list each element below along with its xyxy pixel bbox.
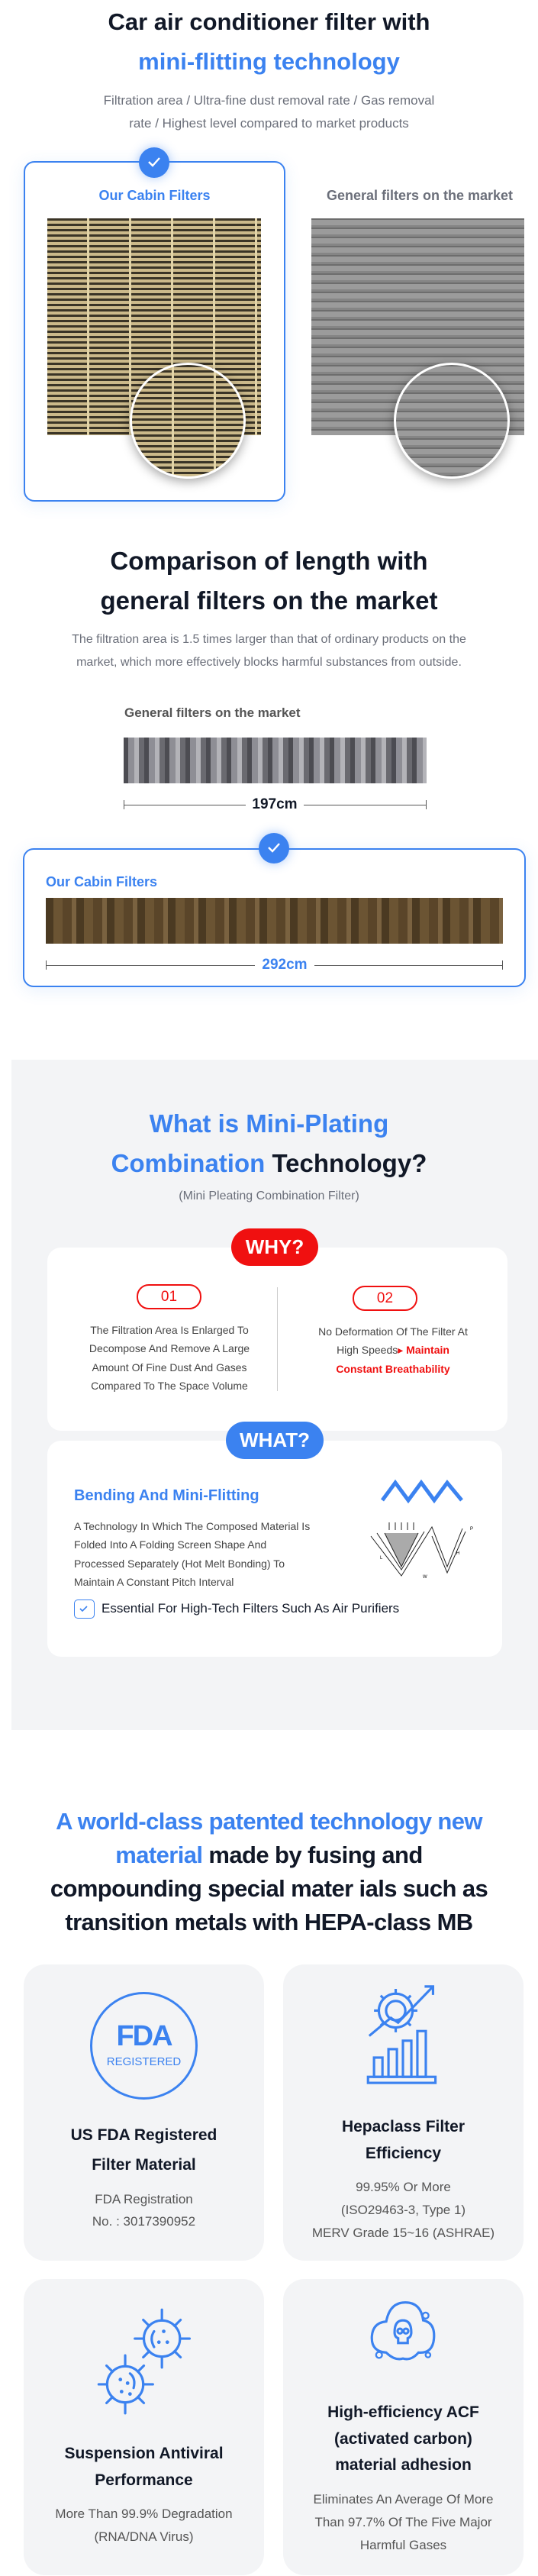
our-strip-label: Our Cabin Filters xyxy=(46,874,158,889)
desc-line: 99.95% Or More xyxy=(356,2180,451,2194)
why-number-01: 01 xyxy=(137,1284,201,1309)
text-line: The Filtration Area Is Enlarged To xyxy=(90,1324,249,1336)
section1-title-line2: mini-flitting technology xyxy=(138,48,400,75)
feature-card-hepa xyxy=(283,1964,524,2261)
general-strip-label: General filters on the market xyxy=(124,705,301,720)
title-highlight: material xyxy=(115,1842,203,1868)
title-line: A world-class patented technology new xyxy=(56,1808,482,1835)
text-line: Decompose And Remove A Large xyxy=(89,1342,250,1355)
diagram-label: L xyxy=(380,1556,383,1561)
text-line: A Technology In Which The Composed Mater… xyxy=(74,1520,311,1532)
what-description: A Technology In Which The Composed Mater… xyxy=(74,1517,364,1592)
our-length: 292cm xyxy=(255,956,314,974)
section3-title-dark: Technology? xyxy=(272,1149,427,1177)
measure-tick xyxy=(502,960,503,970)
feature-desc: More Than 99.9% Degradation (RNA/DNA Viru… xyxy=(24,2503,264,2549)
desc-line: Eliminates An Average Of More xyxy=(313,2492,494,2507)
pleat-diagram: L H W P xyxy=(370,1522,473,1580)
title-line: (activated carbon) xyxy=(334,2429,472,2448)
title-line: compounding special mater ials such as xyxy=(50,1875,488,1902)
highlight-text: Constant Breathability xyxy=(336,1362,450,1375)
text-line: High Speeds xyxy=(337,1344,398,1357)
fda-logo-text: FDA xyxy=(116,2020,172,2052)
why-badge: WHY? xyxy=(231,1228,318,1266)
diagram-label: P xyxy=(470,1527,473,1532)
title-line: Hepaclass Filter xyxy=(341,2118,466,2135)
diagram-label: H xyxy=(456,1551,459,1556)
highlight-text: Maintain xyxy=(406,1344,449,1357)
toxic-cloud-icon xyxy=(370,2301,436,2361)
measure-tick xyxy=(426,800,427,809)
section4-title: A world-class patented technology new ma… xyxy=(0,1805,538,1939)
title-line: US FDA Registered xyxy=(70,2126,217,2144)
desc-line: No. : 3017390952 xyxy=(92,2214,196,2229)
section2-title-line2: general filters on the market xyxy=(100,586,438,615)
general-filter-label: General filters on the market xyxy=(326,188,514,203)
title-line: Performance xyxy=(95,2471,193,2489)
check-icon xyxy=(259,833,289,864)
title-line: made by fusing and xyxy=(202,1842,423,1868)
desc-line: Harmful Gases xyxy=(359,2538,447,2552)
title-line: material adhesion xyxy=(335,2456,472,2474)
feature-title: US FDA Registered Filter Material xyxy=(24,2120,264,2180)
text-line: Amount Of Fine Dust And Gases xyxy=(92,1361,247,1374)
title-line: Filter Material xyxy=(92,2156,196,2174)
fda-logo-sub: REGISTERED xyxy=(106,2055,182,2068)
section2-title-line1: Comparison of length with xyxy=(110,547,428,575)
feature-desc: Eliminates An Average Of More Than 97.7% … xyxy=(283,2488,524,2557)
section2-para-line2: market, which more effectively blocks ha… xyxy=(76,656,462,669)
text-line: Processed Separately (Hot Melt Bonding) … xyxy=(74,1557,285,1570)
what-badge: WHAT? xyxy=(226,1422,324,1459)
measure-tick xyxy=(46,960,47,970)
our-filter-strip xyxy=(46,898,503,944)
desc-line: (RNA/DNA Virus) xyxy=(94,2529,194,2544)
our-filter-magnifier xyxy=(130,363,246,479)
desc-line: More Than 99.9% Degradation xyxy=(55,2507,233,2521)
divider xyxy=(277,1287,278,1391)
feature-card-antiviral xyxy=(24,2279,264,2575)
title-line: Efficiency xyxy=(365,2145,442,2162)
desc-line: MERV Grade 15~16 (ASHRAE) xyxy=(311,2226,495,2240)
section2-para-line1: The filtration area is 1.5 times larger … xyxy=(72,633,466,646)
fda-registered-icon: FDA REGISTERED xyxy=(90,1992,198,2100)
general-length: 197cm xyxy=(246,796,304,814)
feature-title: Hepaclass Filter Efficiency xyxy=(283,2113,524,2167)
zigzag-pleat-icon xyxy=(380,1479,463,1504)
feature-desc: FDA Registration No. : 3017390952 xyxy=(24,2188,264,2232)
what-card xyxy=(47,1441,502,1657)
virus-icon xyxy=(97,2308,192,2415)
general-filter-magnifier xyxy=(394,363,510,479)
text-line: No Deformation Of The Filter At xyxy=(318,1325,468,1338)
feature-card-acf xyxy=(283,2279,524,2575)
gear-chart-icon xyxy=(366,1985,437,2084)
what-title: Bending And Mini-Flitting xyxy=(74,1487,259,1504)
title-line: High-efficiency ACF xyxy=(327,2403,479,2421)
title-line: transition metals with HEPA-class MB xyxy=(65,1909,473,1935)
text-line: Maintain A Constant Pitch Interval xyxy=(74,1576,234,1589)
why-item-02-text: No Deformation Of The Filter At High Spe… xyxy=(282,1322,504,1378)
desc-line: Than 97.7% Of The Five Major xyxy=(314,2515,492,2529)
our-filter-label: Our Cabin Filters xyxy=(98,188,211,203)
feature-desc: 99.95% Or More (ISO29463-3, Type 1) MERV G… xyxy=(283,2176,524,2245)
section1-title-line1: Car air conditioner filter with xyxy=(108,8,430,35)
section3-title-line1: What is Mini-Plating xyxy=(149,1109,389,1138)
section3-subtitle: (Mini Pleating Combination Filter) xyxy=(179,1190,359,1202)
section3-title-blue: Combination xyxy=(111,1149,266,1177)
feature-title: Suspension Antiviral Performance xyxy=(24,2440,264,2494)
check-icon xyxy=(139,147,169,178)
text-line: Folded Into A Folding Screen Shape And xyxy=(74,1538,267,1551)
why-item-01-text: The Filtration Area Is Enlarged To Decom… xyxy=(63,1321,276,1396)
checkbox-icon xyxy=(74,1600,95,1619)
text-line: Compared To The Space Volume xyxy=(91,1380,248,1393)
desc-line: (ISO29463-3, Type 1) xyxy=(340,2203,466,2217)
feature-title: High-efficiency ACF (activated carbon) mat… xyxy=(283,2400,524,2479)
section1-subtitle-line1: Filtration area / Ultra-fine dust remova… xyxy=(103,93,435,108)
desc-line: FDA Registration xyxy=(95,2192,193,2206)
diagram-label: W xyxy=(423,1575,427,1580)
why-number-02: 02 xyxy=(353,1286,417,1311)
section1-subtitle-line2: rate / Highest level compared to market … xyxy=(129,116,409,131)
general-filter-strip xyxy=(124,738,427,783)
check-text: Essential For High-Tech Filters Such As … xyxy=(101,1601,400,1616)
title-line: Suspension Antiviral xyxy=(64,2445,224,2462)
